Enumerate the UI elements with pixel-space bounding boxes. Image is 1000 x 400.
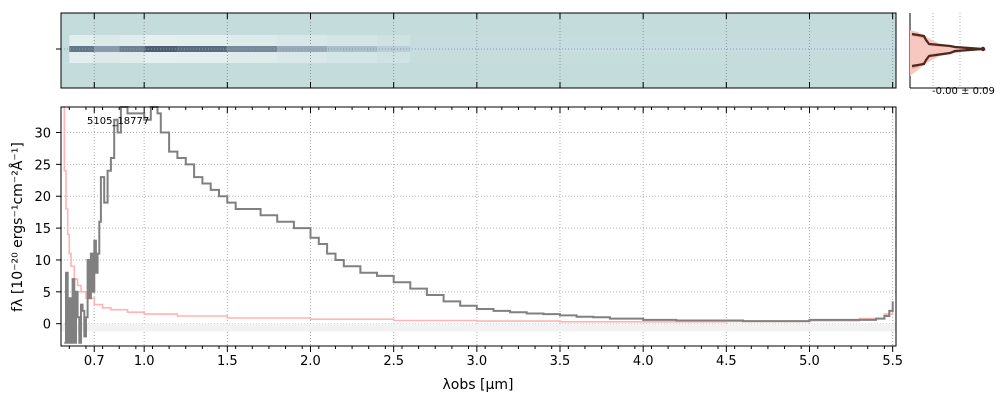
y-axis-label: fλ [10⁻²⁰ ergs⁻¹cm⁻²Å⁻¹] (9, 142, 26, 312)
x-tick-label: 3.0 (466, 354, 487, 369)
y-tick-label: 15 (34, 222, 51, 237)
x-tick-label: 5.0 (799, 354, 820, 369)
y-tick-label: 10 (34, 254, 51, 269)
y-tick-label: 5 (43, 286, 51, 301)
x-tick-label: 1.5 (217, 354, 238, 369)
y-tick-label: 30 (34, 126, 51, 141)
error-series-line (62, 106, 894, 323)
profile-panel: -0.00 ± 0.09 (909, 13, 995, 97)
y-tick-label: 0 (43, 318, 51, 333)
oned-ticks: 0.7 1.0 1.5 2.0 2.5 3.0 3.5 4.0 4.5 5.0 5.5 0 5 10 15 2… (34, 107, 903, 369)
trace-core (410, 46, 561, 52)
twod-frame (60, 12, 897, 89)
trace-core (227, 46, 278, 52)
y-tick-label: 25 (34, 158, 51, 173)
oned-panel: 0.7 1.0 1.5 2.0 2.5 3.0 3.5 4.0 4.5 5.0 5.5 0 5 10 15 2… (9, 106, 903, 393)
x-tick-label: 1.0 (134, 354, 155, 369)
profile-annotation: -0.00 ± 0.09 (932, 86, 995, 97)
oned-frame (60, 106, 897, 347)
x-tick-label: 2.5 (383, 354, 404, 369)
object-id-label: 5105_18777 (87, 116, 149, 127)
x-tick-label: 4.5 (716, 354, 737, 369)
flux-series-line (64, 106, 894, 344)
x-tick-label: 3.5 (550, 354, 571, 369)
trace-core (119, 46, 145, 52)
twod-grid (61, 13, 896, 88)
trace-core (69, 46, 95, 52)
x-tick-label: 2.0 (300, 354, 321, 369)
twod-ticks (56, 13, 894, 88)
x-axis-label: λobs [μm] (443, 377, 514, 393)
x-tick-label: 0.7 (84, 354, 105, 369)
twod-panel (56, 12, 897, 89)
trace-core (277, 46, 328, 52)
y-tick-label: 20 (34, 190, 51, 205)
x-tick-label: 4.0 (633, 354, 654, 369)
zero-band (61, 323, 896, 332)
oned-background (61, 107, 896, 346)
x-tick-label: 5.5 (882, 354, 903, 369)
profile-peak-marker (980, 46, 986, 52)
